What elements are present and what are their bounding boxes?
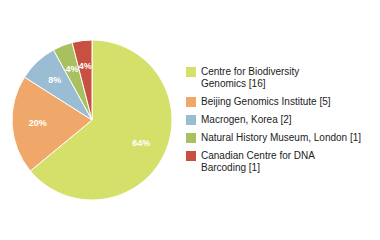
data-label: 64% [132,138,150,148]
legend-swatch [186,67,196,77]
pie-slice [72,40,92,120]
data-label: 20% [29,118,47,128]
legend-label: Beijing Genomics Institute [5] [201,96,331,107]
legend-entry: Centre for BiodiversityGenomics [16] [186,66,299,89]
chart: 64% 20% 8% 4%4% Centre for BiodiversityGenom… [0,0,380,240]
legend-label: Centre for BiodiversityGenomics [16] [201,66,299,89]
legend-swatch [186,151,196,161]
legend-label: Macrogen, Korea [2] [201,114,292,125]
legend-label: Natural History Museum, London [1] [201,132,361,143]
legend-entry: Macrogen, Korea [2] [186,114,292,125]
legend-swatch [186,133,196,143]
data-label: 4% [79,61,92,71]
legend-swatch [186,115,196,125]
pie [12,40,172,200]
legend-swatch [186,97,196,107]
legend-entry: Natural History Museum, London [1] [186,132,361,143]
data-label: 4% [65,64,78,74]
background [0,0,380,240]
data-label: 8% [48,75,61,85]
legend-entry: Beijing Genomics Institute [5] [186,96,331,107]
legend-entry: Canadian Centre for DNABarcoding [1] [186,150,315,173]
legend: Centre for BiodiversityGenomics [16] Beij… [186,66,361,173]
legend-label: Canadian Centre for DNABarcoding [1] [201,150,315,173]
